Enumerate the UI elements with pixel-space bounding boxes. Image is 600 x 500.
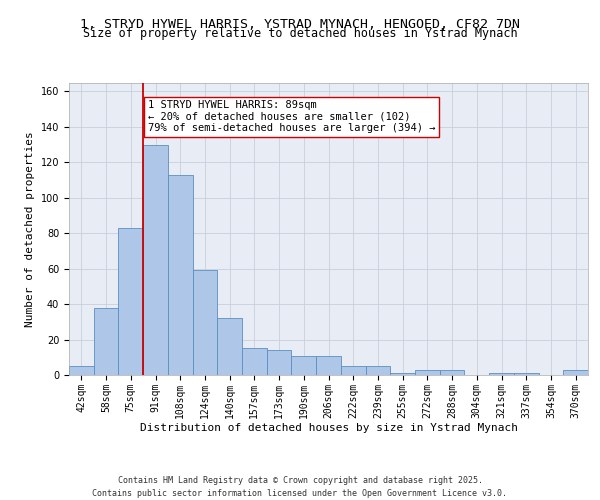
Bar <box>341 366 365 375</box>
Bar <box>514 373 539 375</box>
Bar <box>292 356 316 375</box>
Text: 1 STRYD HYWEL HARRIS: 89sqm
← 20% of detached houses are smaller (102)
79% of se: 1 STRYD HYWEL HARRIS: 89sqm ← 20% of det… <box>148 100 436 134</box>
Bar <box>365 366 390 375</box>
Text: 1, STRYD HYWEL HARRIS, YSTRAD MYNACH, HENGOED, CF82 7DN: 1, STRYD HYWEL HARRIS, YSTRAD MYNACH, HE… <box>80 18 520 30</box>
Bar <box>143 144 168 375</box>
Bar <box>217 318 242 375</box>
Bar <box>563 370 588 375</box>
Bar <box>440 370 464 375</box>
Bar <box>168 174 193 375</box>
Bar <box>94 308 118 375</box>
Bar <box>193 270 217 375</box>
Bar <box>390 373 415 375</box>
Bar <box>69 366 94 375</box>
Bar <box>489 373 514 375</box>
Text: Contains HM Land Registry data © Crown copyright and database right 2025.
Contai: Contains HM Land Registry data © Crown c… <box>92 476 508 498</box>
Bar <box>267 350 292 375</box>
Bar <box>118 228 143 375</box>
Bar <box>316 356 341 375</box>
Y-axis label: Number of detached properties: Number of detached properties <box>25 131 35 326</box>
Bar <box>242 348 267 375</box>
Text: Size of property relative to detached houses in Ystrad Mynach: Size of property relative to detached ho… <box>83 28 517 40</box>
X-axis label: Distribution of detached houses by size in Ystrad Mynach: Distribution of detached houses by size … <box>139 424 517 434</box>
Bar <box>415 370 440 375</box>
